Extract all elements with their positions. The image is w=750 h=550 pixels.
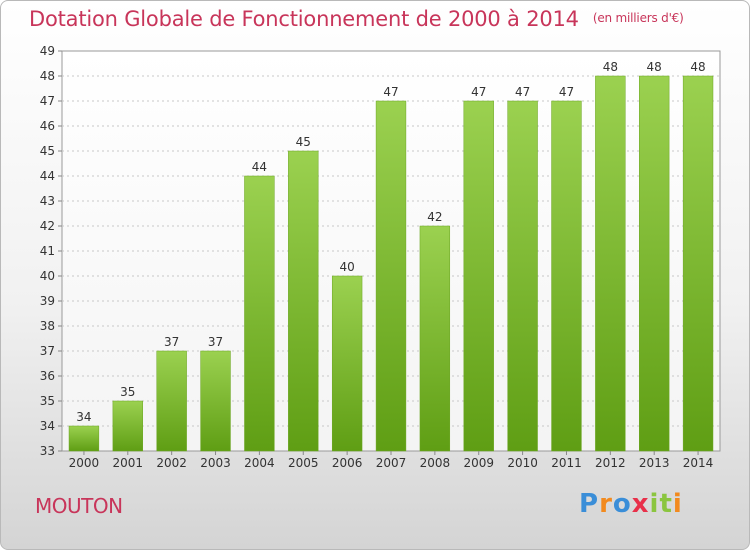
y-tick-label: 43 (40, 194, 55, 208)
y-tick-label: 37 (40, 344, 55, 358)
y-tick-label: 46 (40, 119, 55, 133)
value-label: 37 (164, 335, 179, 349)
x-tick-label: 2002 (156, 456, 187, 470)
bar-2011 (551, 100, 582, 452)
bar-2010 (507, 100, 538, 452)
x-tick-label: 2004 (244, 456, 275, 470)
chart-subtitle: (en milliers d'€) (592, 11, 684, 25)
x-tick-label: 2006 (332, 456, 363, 470)
y-tick-label: 39 (40, 294, 55, 308)
x-tick-label: 2003 (200, 456, 231, 470)
value-label: 47 (559, 85, 574, 99)
x-tick-label: 2014 (683, 456, 714, 470)
value-label: 37 (208, 335, 223, 349)
y-tick-label: 45 (40, 144, 55, 158)
x-tick-label: 2009 (463, 456, 494, 470)
value-label: 42 (427, 210, 442, 224)
y-tick-label: 47 (40, 94, 55, 108)
bar-2013 (639, 75, 670, 452)
value-label: 35 (120, 385, 135, 399)
value-label: 48 (690, 60, 705, 74)
y-tick-label: 44 (40, 169, 55, 183)
bar-2006 (331, 275, 363, 452)
bar-2002 (156, 350, 187, 452)
value-label: 45 (296, 135, 311, 149)
y-tick-label: 41 (40, 244, 55, 258)
x-tick-label: 2007 (376, 456, 407, 470)
gridlines (58, 50, 720, 452)
x-axis-labels: 2000 2001 2002 2003 2004 2005 2006 2007 2008 2009… (69, 456, 714, 470)
value-label: 48 (647, 60, 662, 74)
bar-2004 (244, 175, 275, 452)
y-tick-label: 40 (40, 269, 55, 283)
value-label: 34 (76, 410, 91, 424)
value-label: 47 (383, 85, 398, 99)
y-tick-label: 49 (40, 44, 55, 58)
proxiti-logo[interactable]: Proxiti (579, 489, 683, 519)
y-tick-label: 34 (40, 419, 55, 433)
bar-2008 (419, 225, 451, 452)
bar-2007 (375, 100, 407, 452)
x-tick-label: 2008 (420, 456, 451, 470)
chart-title-text: Dotation Globale de Fonctionnement de 20… (29, 7, 579, 31)
y-axis-labels: 33 34 35 36 37 38 39 40 41 42 43 44 45 46 47 48 49 (40, 44, 55, 458)
x-tick-label: 2001 (113, 456, 144, 470)
bar-2012 (595, 75, 626, 452)
value-label: 44 (252, 160, 267, 174)
chart-title: Dotation Globale de Fonctionnement de 20… (29, 7, 684, 31)
value-label: 47 (471, 85, 486, 99)
x-tick-label: 2000 (69, 456, 100, 470)
x-tick-label: 2013 (639, 456, 670, 470)
x-tick-label: 2010 (507, 456, 538, 470)
y-tick-label: 48 (40, 69, 55, 83)
bar-2001 (112, 400, 143, 452)
bar-2003 (200, 350, 231, 452)
y-tick-label: 36 (40, 369, 55, 383)
commune-name: MOUTON (35, 494, 123, 518)
bar-2014 (682, 75, 714, 452)
value-label: 40 (339, 260, 354, 274)
y-tick-label: 33 (40, 444, 55, 458)
x-tick-label: 2011 (551, 456, 582, 470)
y-tick-label: 38 (40, 319, 55, 333)
x-tick-label: 2005 (288, 456, 319, 470)
x-tick-label: 2012 (595, 456, 626, 470)
bars (68, 75, 714, 455)
bar-2000 (68, 425, 100, 452)
value-label: 47 (515, 85, 530, 99)
value-label: 48 (603, 60, 618, 74)
value-labels: 34 35 37 37 44 45 40 47 42 47 47 47 48 48 48 (76, 60, 705, 424)
y-tick-label: 42 (40, 219, 55, 233)
bar-2009 (463, 100, 494, 452)
y-tick-label: 35 (40, 394, 55, 408)
bar-2005 (288, 150, 319, 452)
